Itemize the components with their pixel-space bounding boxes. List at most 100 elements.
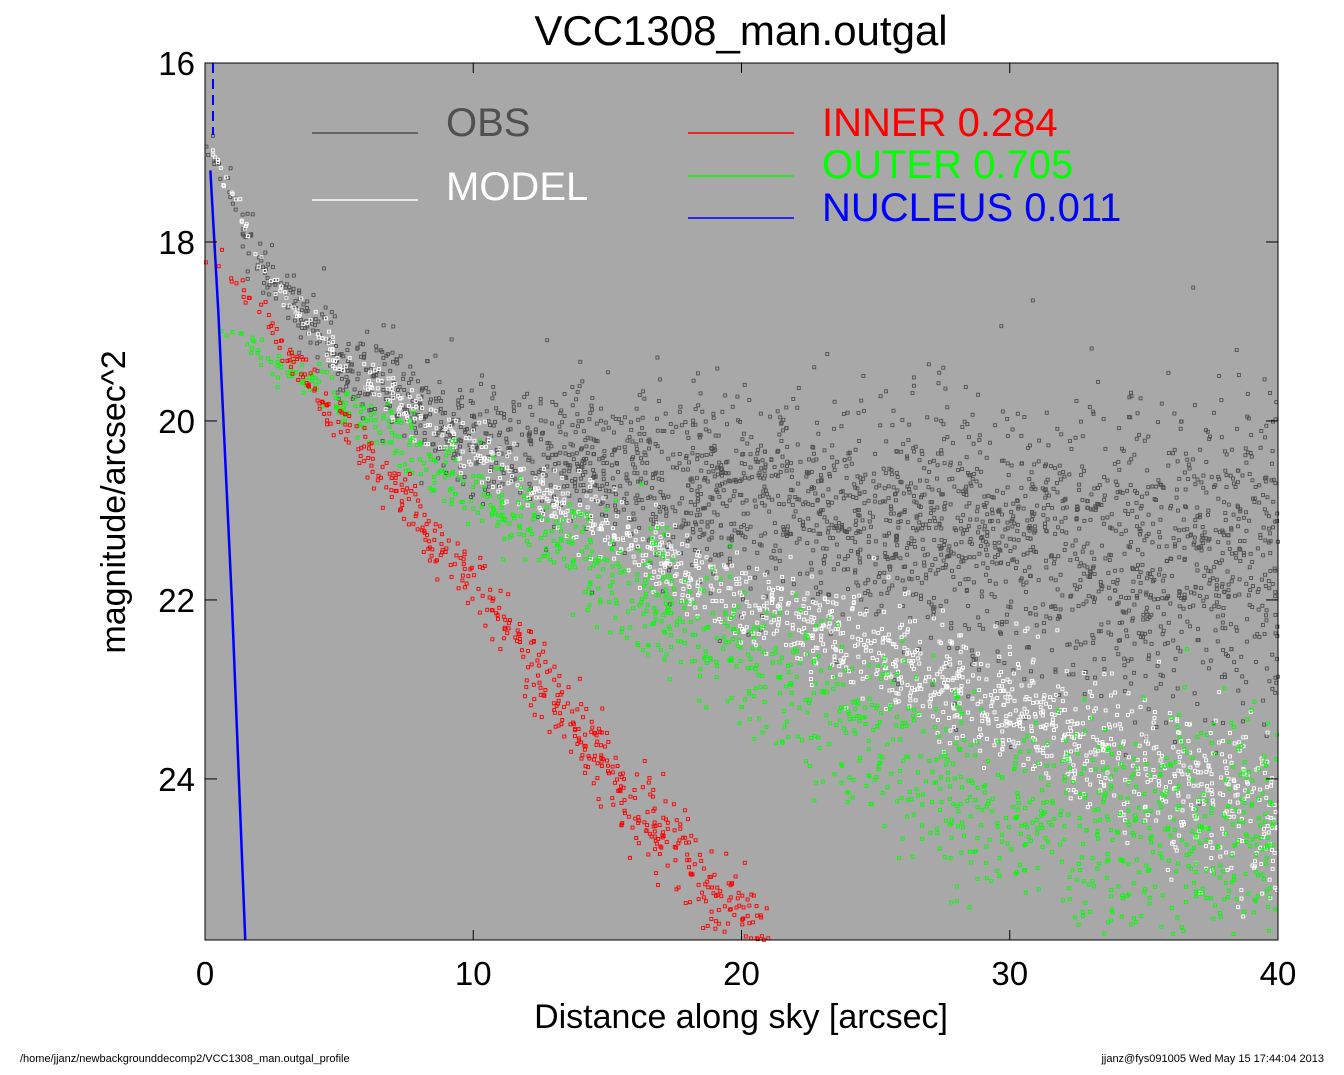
point-outer [1098,817,1103,822]
point-model [1273,809,1278,814]
point-obs [821,465,826,470]
point-outer [1131,881,1136,886]
point-obs [1264,618,1269,623]
point-outer [736,604,741,609]
point-obs [629,427,634,432]
point-obs [1221,721,1225,725]
point-model [246,234,251,239]
point-model [1248,710,1253,715]
point-obs [576,464,581,469]
point-outer [990,796,995,801]
point-obs [855,486,860,491]
point-obs [1062,474,1067,479]
point-obs [1237,592,1242,597]
point-model [233,197,238,202]
point-outer [1075,751,1080,756]
point-obs [286,315,291,320]
point-model [788,554,793,559]
point-model [920,704,925,709]
point-model [391,395,396,400]
point-model [1092,709,1097,714]
point-obs [1220,551,1225,556]
point-outer [1133,742,1138,746]
point-model [1180,808,1185,813]
point-outer [1067,875,1072,879]
point-obs [889,506,894,511]
point-obs [770,497,775,502]
point-obs [459,404,464,408]
point-obs [773,543,778,548]
point-obs [581,488,586,493]
point-model [1168,780,1172,785]
point-obs [884,518,889,523]
point-outer [961,825,966,830]
point-outer [874,706,879,711]
point-model [619,500,624,505]
point-obs [743,535,748,540]
point-model [1156,779,1161,784]
point-outer [625,609,630,614]
point-obs [451,412,456,417]
point-model [1012,744,1017,749]
point-obs [1216,604,1221,609]
point-model [697,553,702,558]
point-obs [863,472,868,477]
point-model [980,719,985,723]
point-model [1220,739,1225,743]
point-model [1172,774,1177,779]
point-obs [1244,528,1249,533]
point-outer [714,675,719,680]
point-obs [386,352,390,357]
point-obs [1155,663,1160,668]
point-obs [1015,522,1020,527]
point-obs [856,410,861,415]
point-obs [727,544,732,549]
point-outer [589,540,593,545]
point-obs [884,389,888,394]
point-outer [1194,836,1199,841]
point-model [481,460,486,465]
point-outer [960,820,965,825]
point-model [998,688,1003,693]
point-obs [527,438,532,443]
point-obs [942,437,946,442]
point-outer [1226,804,1231,808]
point-outer [1159,855,1164,860]
point-model [1017,720,1022,725]
point-obs [759,533,764,538]
point-obs [863,591,868,596]
point-obs [394,357,399,362]
point-obs [853,568,858,573]
point-outer [812,658,817,663]
point-model [643,572,648,577]
point-obs [303,326,308,331]
point-obs [658,509,663,514]
point-model [785,621,790,626]
point-outer [426,452,431,457]
point-model [1005,677,1010,682]
point-model [853,643,857,648]
point-model [514,456,518,461]
point-model [686,594,690,599]
point-model [859,669,863,674]
point-obs [1151,521,1156,526]
point-obs [1138,635,1143,640]
point-outer [944,818,948,823]
point-model [851,600,856,605]
point-obs [1106,571,1111,576]
point-model [825,599,830,604]
point-model [397,412,402,417]
point-model [1001,679,1006,684]
point-outer [1190,778,1195,783]
point-model [610,526,615,531]
point-obs [1144,610,1149,614]
point-model [1267,877,1272,882]
point-obs [963,556,968,561]
point-outer [481,492,486,497]
point-model [496,451,501,456]
point-obs [895,474,900,479]
point-obs [712,443,717,448]
point-model [1239,896,1244,901]
point-obs [610,414,615,419]
point-outer [1142,792,1147,797]
